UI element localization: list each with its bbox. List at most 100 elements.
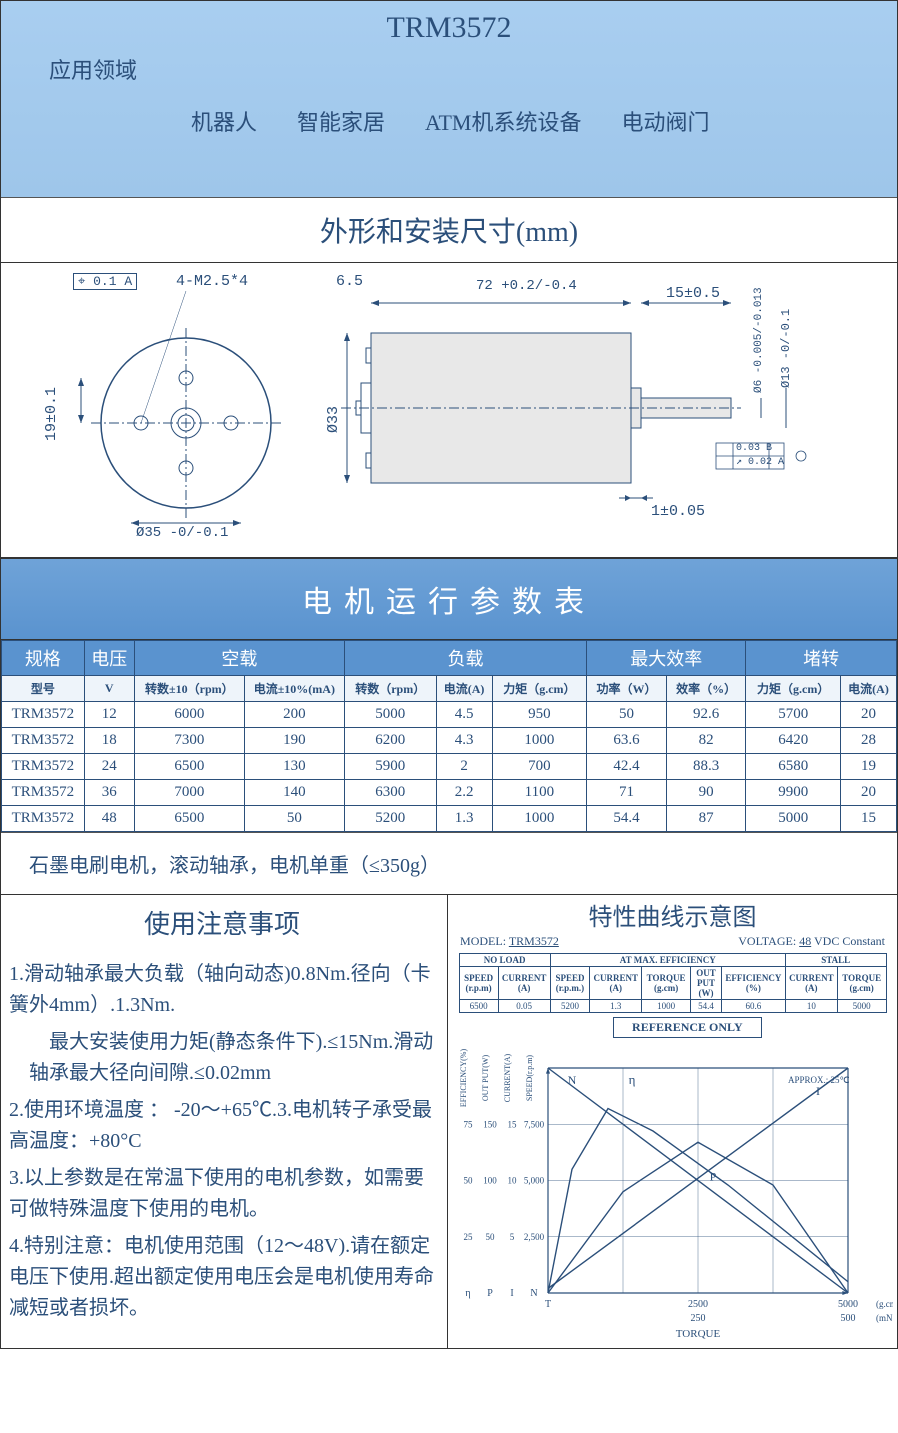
sub-cell: 力矩（g.cm） (492, 676, 587, 702)
usage-title: 使用注意事项 (9, 905, 435, 945)
bottom-section: 使用注意事项 1.滑动轴承最大负载（轴向动态)0.8Nm.径向（卡簧外4mm）.… (1, 894, 897, 1348)
table-cell: 4.5 (436, 702, 492, 728)
tol-003: 0.03 B (736, 443, 772, 454)
motor-note: 石墨电刷电机，滚动轴承，电机单重（≤350g） (1, 832, 897, 894)
svg-text:(mN.m): (mN.m) (876, 1313, 893, 1323)
table-cell: TRM3572 (2, 754, 85, 780)
application-item: 机器人 (191, 105, 257, 137)
table-cell: 88.3 (666, 754, 746, 780)
dim-1: 1±0.05 (651, 503, 705, 520)
table-cell: 50 (587, 702, 667, 728)
table-cell: TRM3572 (2, 806, 85, 832)
svg-text:25: 25 (463, 1232, 473, 1242)
table-cell: 190 (244, 728, 344, 754)
mini-header: TORQUE (g.cm) (837, 967, 886, 1000)
col-load: 负载 (344, 641, 586, 676)
applications-label: 应用领域 (1, 53, 897, 85)
table-cell: TRM3572 (2, 728, 85, 754)
table-cell: 28 (841, 728, 897, 754)
table-cell: TRM3572 (2, 780, 85, 806)
svg-text:75: 75 (463, 1119, 473, 1129)
sub-cell: 电流±10%(mA) (244, 676, 344, 702)
table-cell: 50 (244, 806, 344, 832)
table-row: TRM357236700014063002.211007190990020 (2, 780, 897, 806)
mini-top: AT MAX. EFFICIENCY (550, 954, 785, 967)
table-cell: 4.3 (436, 728, 492, 754)
sub-cell: 转数（rpm） (344, 676, 436, 702)
table-cell: 9900 (746, 780, 841, 806)
mini-cell: 1.3 (590, 1000, 642, 1013)
table-cell: 6580 (746, 754, 841, 780)
curve-title: 特性曲线示意图 (448, 895, 897, 932)
svg-text:I: I (510, 1288, 513, 1299)
table-row: TRM357218730019062004.3100063.682642028 (2, 728, 897, 754)
table-cell: 18 (84, 728, 134, 754)
mini-header: SPEED (r.p.m.) (550, 967, 590, 1000)
table-cell: 1000 (492, 806, 587, 832)
svg-text:150: 150 (483, 1119, 497, 1129)
svg-text:7,500: 7,500 (523, 1119, 544, 1129)
product-title: TRM3572 (1, 11, 897, 53)
col-maxeff: 最大效率 (587, 641, 746, 676)
table-cell: 5000 (344, 702, 436, 728)
svg-text:I: I (816, 1084, 820, 1098)
table-cell: 87 (666, 806, 746, 832)
svg-text:2500: 2500 (688, 1299, 708, 1310)
application-item: ATM机系统设备 (425, 105, 581, 137)
gd-tolerance: ⌖ 0.1 A (73, 273, 137, 290)
curve-panel: 特性曲线示意图 MODEL: TRM3572 VOLTAGE: 48 VDC C… (448, 895, 897, 1348)
mini-header: TORQUE (g.cm) (642, 967, 691, 1000)
dim-15: 15±0.5 (666, 285, 720, 302)
table-cell: 6500 (134, 754, 244, 780)
table-cell: 5000 (746, 806, 841, 832)
hole-spec: 4-M2.5*4 (176, 273, 248, 290)
mini-cell: 60.6 (722, 1000, 786, 1013)
table-cell: 2 (436, 754, 492, 780)
mini-top: STALL (785, 954, 886, 967)
sub-cell: V (84, 676, 134, 702)
col-noload: 空载 (134, 641, 344, 676)
mini-cell: 10 (785, 1000, 837, 1013)
table-cell: 6200 (344, 728, 436, 754)
mini-header: CURRENT (A) (590, 967, 642, 1000)
mini-header: EFFICIENCY (%) (722, 967, 786, 1000)
svg-text:N: N (567, 1073, 576, 1087)
svg-text:5: 5 (509, 1232, 514, 1242)
svg-text:EFFICIENCY(%): EFFICIENCY(%) (459, 1049, 468, 1108)
svg-text:50: 50 (463, 1176, 473, 1186)
table-cell: 36 (84, 780, 134, 806)
table-cell: 2.2 (436, 780, 492, 806)
usage-line: 最大安装使用力矩(静态条件下).≤15Nm.滑动轴承最大径向间隙.≤0.02mm (9, 1027, 435, 1089)
usage-line: 4.特别注意：电机使用范围（12～48V).请在额定电压下使用.超出额定使用电压… (9, 1231, 435, 1324)
col-spec: 规格 (2, 641, 85, 676)
col-stall: 堵转 (746, 641, 897, 676)
table-cell: 19 (841, 754, 897, 780)
dim-d13: Ø13 -0/-0.1 (779, 309, 793, 388)
params-table: 规格 电压 空载 负载 最大效率 堵转 型号 V 转数±10（rpm） 电流±1… (1, 640, 897, 832)
mini-header: SPEED (r.p.m) (459, 967, 498, 1000)
table-cell: 6500 (134, 806, 244, 832)
applications-list: 机器人 智能家居 ATM机系统设备 电动阀门 (1, 105, 897, 137)
table-cell: 6000 (134, 702, 244, 728)
sub-cell: 电流(A) (436, 676, 492, 702)
usage-line: 1.滑动轴承最大负载（轴向动态)0.8Nm.径向（卡簧外4mm）.1.3Nm. (9, 959, 435, 1021)
usage-notes: 使用注意事项 1.滑动轴承最大负载（轴向动态)0.8Nm.径向（卡簧外4mm）.… (1, 895, 448, 1348)
svg-text:2,500: 2,500 (523, 1232, 544, 1242)
mini-header: OUT PUT (W) (690, 967, 721, 1000)
sub-cell: 功率（W） (587, 676, 667, 702)
table-cell: 7300 (134, 728, 244, 754)
sub-cell: 电流(A) (841, 676, 897, 702)
svg-text:5,000: 5,000 (523, 1176, 544, 1186)
front-view-svg (41, 283, 291, 543)
table-cell: 90 (666, 780, 746, 806)
dim-6-5: 6.5 (336, 273, 363, 290)
sub-cell: 型号 (2, 676, 85, 702)
table-cell: 82 (666, 728, 746, 754)
model-label: MODEL: TRM3572 (460, 934, 559, 949)
table-cell: 24 (84, 754, 134, 780)
application-item: 智能家居 (297, 105, 385, 137)
table-cell: 140 (244, 780, 344, 806)
table-cell: 71 (587, 780, 667, 806)
table-row: TRM357212600020050004.59505092.6570020 (2, 702, 897, 728)
table-cell: 12 (84, 702, 134, 728)
